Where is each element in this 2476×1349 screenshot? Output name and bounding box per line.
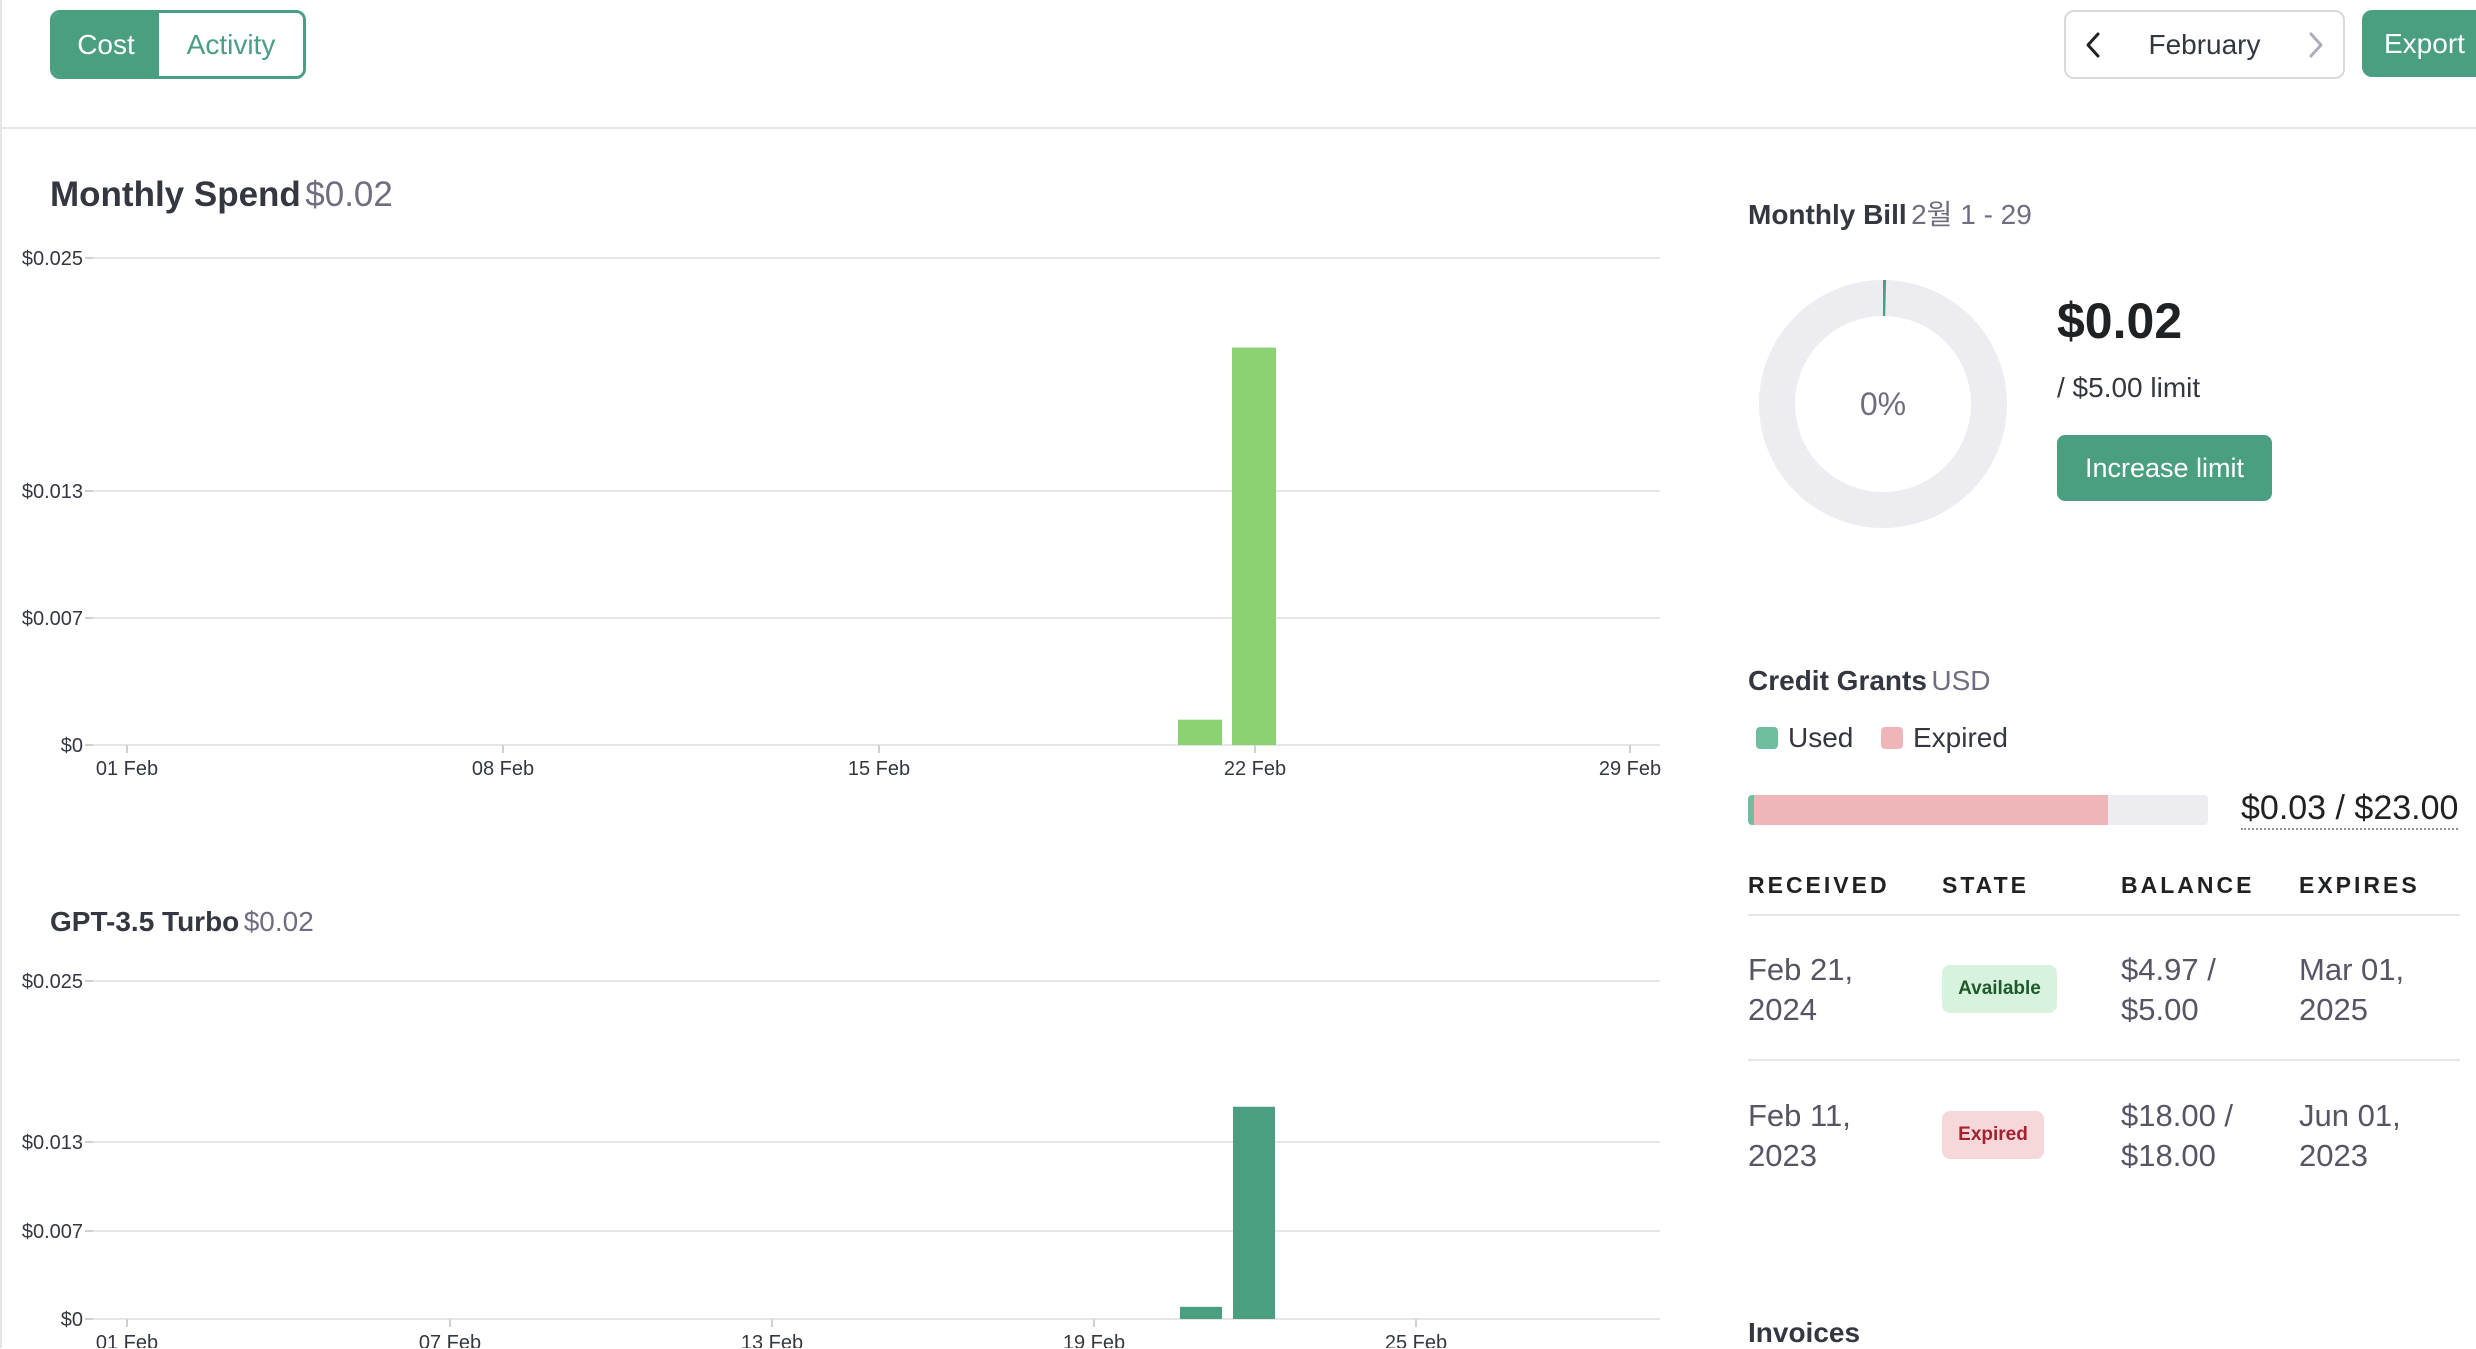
received-line-1: Feb 11, <box>1748 1098 1851 1133</box>
col-balance: BALANCE <box>2121 872 2255 898</box>
x-tick-label: 19 Feb <box>1063 1332 1125 1348</box>
x-tick-label: 13 Feb <box>741 1332 803 1348</box>
table-header-divider <box>1748 914 2460 916</box>
x-tick-label: 01 Feb <box>96 1332 158 1348</box>
bar <box>1180 1306 1222 1319</box>
col-received: RECEIVED <box>1748 872 1890 898</box>
cost-activity-toggle: Cost Activity <box>50 10 306 79</box>
chevron-left-icon[interactable] <box>2066 12 2122 77</box>
bar <box>1233 1106 1275 1319</box>
y-tick-label: $0.007 <box>22 608 83 630</box>
monthly-spend-chart: $0.025 $0.013 $0.007 $0 01 Feb 08 Feb 15 Feb 22… <box>22 248 1661 780</box>
monthly-bill-title: Monthly Bill <box>1748 199 1907 230</box>
y-tick-label: $0.013 <box>22 481 83 503</box>
expired-swatch <box>1881 727 1903 749</box>
cost-tab[interactable]: Cost <box>53 13 159 76</box>
y-tick-label: $0 <box>61 735 83 757</box>
y-tick-label: $0.025 <box>22 248 83 270</box>
received-line-2: 2023 <box>1748 1138 1817 1173</box>
increase-limit-button[interactable]: Increase limit <box>2057 435 2272 501</box>
monthly-spend-heading: Monthly Spend $0.02 <box>50 175 393 215</box>
x-tick-label: 08 Feb <box>472 758 534 780</box>
legend-expired: Expired <box>1881 722 2008 754</box>
month-navigator: February <box>2064 10 2345 79</box>
donut-percent-label: 0% <box>1860 386 1906 422</box>
model-spend-heading: GPT-3.5 Turbo $0.02 <box>50 906 314 938</box>
header-divider <box>0 127 2476 129</box>
model-spend-chart: $0.025 $0.013 $0.007 $0 01 Feb 07 Feb 13 Feb 19… <box>22 971 1660 1348</box>
credit-used-segment <box>1748 795 1754 825</box>
expires-line-1: Jun 01, <box>2299 1098 2401 1133</box>
balance-line-1: $4.97 / <box>2121 952 2216 987</box>
balance-line-2: $5.00 <box>2121 992 2199 1027</box>
current-month-label: February <box>2148 28 2261 60</box>
x-tick-label: 22 Feb <box>1224 758 1286 780</box>
monthly-spend-title: Monthly Spend <box>50 175 301 214</box>
monthly-spend-amount: $0.02 <box>305 175 393 214</box>
credit-grants-currency: USD <box>1931 665 1991 696</box>
model-spend-title: GPT-3.5 Turbo <box>50 906 240 937</box>
legend-used: Used <box>1756 722 1853 754</box>
credit-grants-total[interactable]: $0.03 / $23.00 <box>2241 788 2459 830</box>
monthly-bill-heading: Monthly Bill 2월 1 - 29 <box>1748 193 2032 233</box>
monthly-bill-range: 2월 1 - 29 <box>1911 199 2032 230</box>
legend-expired-label: Expired <box>1913 722 2008 753</box>
received-line-2: 2024 <box>1748 992 1817 1027</box>
status-badge: Available <box>1942 965 2057 1013</box>
col-expires: EXPIRES <box>2299 872 2420 898</box>
model-spend-amount: $0.02 <box>243 906 314 937</box>
balance-line-2: $18.00 <box>2121 1138 2216 1173</box>
page-left-border <box>0 0 2 1348</box>
y-tick-label: $0 <box>61 1309 83 1331</box>
x-tick-label: 25 Feb <box>1385 1332 1447 1348</box>
credit-usage-bar <box>1748 795 2208 825</box>
x-tick-label: 01 Feb <box>96 758 158 780</box>
expires-line-2: 2023 <box>2299 1138 2368 1173</box>
credit-grants-title: Credit Grants <box>1748 665 1927 696</box>
x-tick-label: 15 Feb <box>848 758 910 780</box>
status-badge: Expired <box>1942 1111 2044 1159</box>
bill-limit: / $5.00 limit <box>2057 372 2201 403</box>
used-swatch <box>1756 727 1778 749</box>
col-state: STATE <box>1942 872 2029 898</box>
usage-donut-chart: 0% <box>1759 280 2007 528</box>
invoices-title: Invoices <box>1748 1317 1861 1348</box>
expires-line-1: Mar 01, <box>2299 952 2405 987</box>
y-tick-label: $0.025 <box>22 971 83 993</box>
credit-grants-heading: Credit Grants USD <box>1748 665 1991 697</box>
expires-line-2: 2025 <box>2299 992 2368 1027</box>
legend-used-label: Used <box>1788 722 1854 753</box>
bar <box>1178 719 1222 745</box>
table-row-divider <box>1748 1059 2460 1061</box>
bar <box>1232 347 1276 745</box>
bill-amount: $0.02 <box>2057 293 2183 349</box>
y-tick-label: $0.007 <box>22 1221 83 1243</box>
x-tick-label: 29 Feb <box>1599 758 1661 780</box>
chevron-right-icon[interactable] <box>2287 12 2343 77</box>
x-tick-label: 07 Feb <box>419 1332 481 1348</box>
donut-fill <box>1759 280 2007 528</box>
y-tick-label: $0.013 <box>22 1132 83 1154</box>
activity-tab[interactable]: Activity <box>159 13 303 76</box>
credit-expired-segment <box>1754 795 2108 825</box>
received-line-1: Feb 21, <box>1748 952 1854 987</box>
export-button[interactable]: Export <box>2362 10 2476 77</box>
balance-line-1: $18.00 / <box>2121 1098 2234 1133</box>
